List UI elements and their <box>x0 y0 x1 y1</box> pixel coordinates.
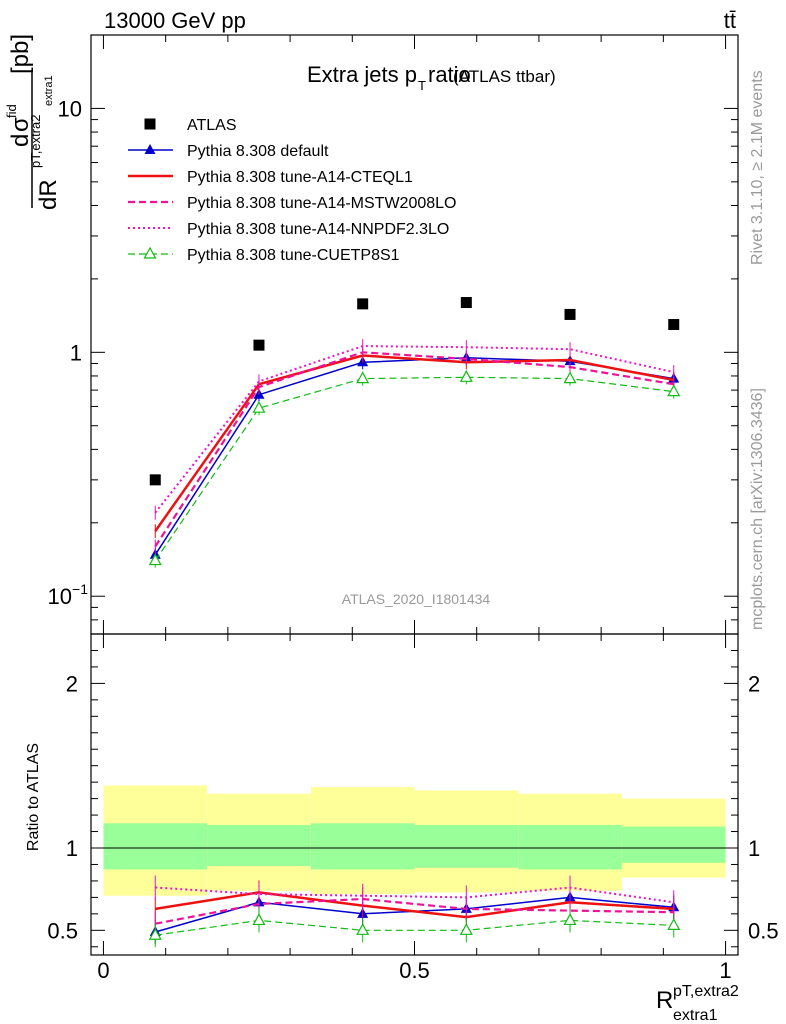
ylabel-unit: [pb] <box>7 34 34 74</box>
y-tick-label: 10−1 <box>48 581 89 609</box>
xlabel-sup: pT,extra2 <box>673 983 739 1000</box>
legend-label: Pythia 8.308 tune-A14-CTEQL1 <box>187 169 413 186</box>
ratio-marker <box>252 913 266 926</box>
ylabel-num-d: d <box>7 134 34 147</box>
series-marker <box>667 384 681 397</box>
legend-label: Pythia 8.308 tune-A14-NNPDF2.3LO <box>187 221 449 238</box>
header-process-label: tt̄ <box>724 8 736 33</box>
series-line <box>154 376 674 561</box>
legend-label: Pythia 8.308 tune-A14-MSTW2008LO <box>187 195 456 212</box>
main-series-group <box>148 339 681 568</box>
series-line <box>154 351 674 548</box>
xlabel-sub: extra1 <box>673 1007 718 1024</box>
ratio-marker <box>148 928 162 940</box>
legend-label: Pythia 8.308 tune-CUETP8S1 <box>187 247 400 264</box>
series-line <box>154 357 674 556</box>
x-tick-label: 1 <box>719 958 731 983</box>
ratio-band-inner <box>621 826 726 863</box>
ratio-y-axis-label: Ratio to ATLAS <box>25 743 42 851</box>
chart-title-suffix: ratio <box>428 62 471 87</box>
chart-title-note: (ATLAS ttbar) <box>453 67 556 86</box>
atlas-point <box>253 339 265 351</box>
ratio-tick-label-right: 2 <box>748 671 760 696</box>
ratio-band-inner <box>518 824 622 870</box>
series-line <box>154 345 674 514</box>
atlas-point <box>564 308 576 320</box>
atlas-point <box>460 297 472 309</box>
ratio-marker <box>667 918 681 930</box>
series-marker <box>356 371 370 384</box>
legend-label: Pythia 8.308 default <box>187 143 329 160</box>
chart-title: Extra jets p <box>307 62 417 87</box>
legend-marker <box>144 144 156 154</box>
ratio-marker <box>356 923 370 935</box>
legend-atlas-marker <box>144 118 156 130</box>
analysis-label: ATLAS_2020_I1801434 <box>342 591 491 607</box>
ylabel-den-sub: extra1 <box>43 75 55 106</box>
chart-title-subscript: T <box>418 78 426 93</box>
header-energy-label: 13000 GeV pp <box>104 8 246 33</box>
ratio-series-line <box>155 897 674 925</box>
main-y-ticks: 10−1 1 10 <box>48 34 738 635</box>
x-tick-label: 0 <box>97 958 109 983</box>
ratio-tick-label: 2 <box>66 671 78 696</box>
ratio-panel: 0.5 0.5 1 1 2 2 0 0.5 1 <box>47 633 779 983</box>
ylabel-den: dR <box>35 179 62 210</box>
ratio-tick-label: 0.5 <box>47 918 78 943</box>
atlas-point <box>668 319 680 331</box>
x-tick-label: 0.5 <box>399 958 430 983</box>
ratio-series-group <box>148 875 681 948</box>
mcplots-label: mcplots.cern.ch [arXiv:1306.3436] <box>749 388 766 630</box>
ratio-tick-label-right: 0.5 <box>748 918 779 943</box>
series-line <box>154 354 674 532</box>
xlabel-main: R <box>656 987 673 1014</box>
y-tick-label: 1 <box>70 340 82 365</box>
ratio-series-line <box>155 896 674 933</box>
legend-marker <box>143 246 157 259</box>
ratio-band-inner <box>414 824 519 868</box>
atlas-point <box>149 474 161 486</box>
ylabel-num-sup: fid <box>4 104 19 118</box>
ratio-band-inner <box>310 823 415 870</box>
x-axis-label: R pT,extra2 extra1 <box>656 983 739 1024</box>
ratio-marker <box>563 913 577 926</box>
atlas-data-points <box>149 297 680 486</box>
ratio-series-line <box>155 886 674 904</box>
series-marker <box>252 400 266 413</box>
legend: ATLAS Pythia 8.308 default Pythia 8.308 tu… <box>128 117 456 264</box>
ylabel-num-sigma: σ <box>7 117 34 132</box>
series-marker <box>459 370 473 382</box>
ylabel-den-sup: pT,extra2 <box>28 115 43 168</box>
ratio-bands <box>103 785 726 896</box>
legend-label: ATLAS <box>187 117 237 134</box>
rivet-version-label: Rivet 3.1.10, ≥ 2.1M events <box>749 70 766 265</box>
ratio-band-inner <box>207 824 311 867</box>
ratio-band-inner <box>103 823 208 870</box>
y-tick-label: 10 <box>58 96 82 121</box>
ratio-series-line <box>155 919 674 936</box>
ratio-tick-label: 1 <box>66 836 78 861</box>
main-y-axis-label: d σ fid dR pT,extra2 extra1 [pb] <box>4 34 62 210</box>
series-marker <box>148 553 162 566</box>
atlas-point <box>357 298 369 310</box>
ratio-series-line <box>155 891 674 919</box>
ratio-tick-label-right: 1 <box>748 836 760 861</box>
series-marker <box>563 371 577 384</box>
ratio-marker <box>459 923 473 935</box>
